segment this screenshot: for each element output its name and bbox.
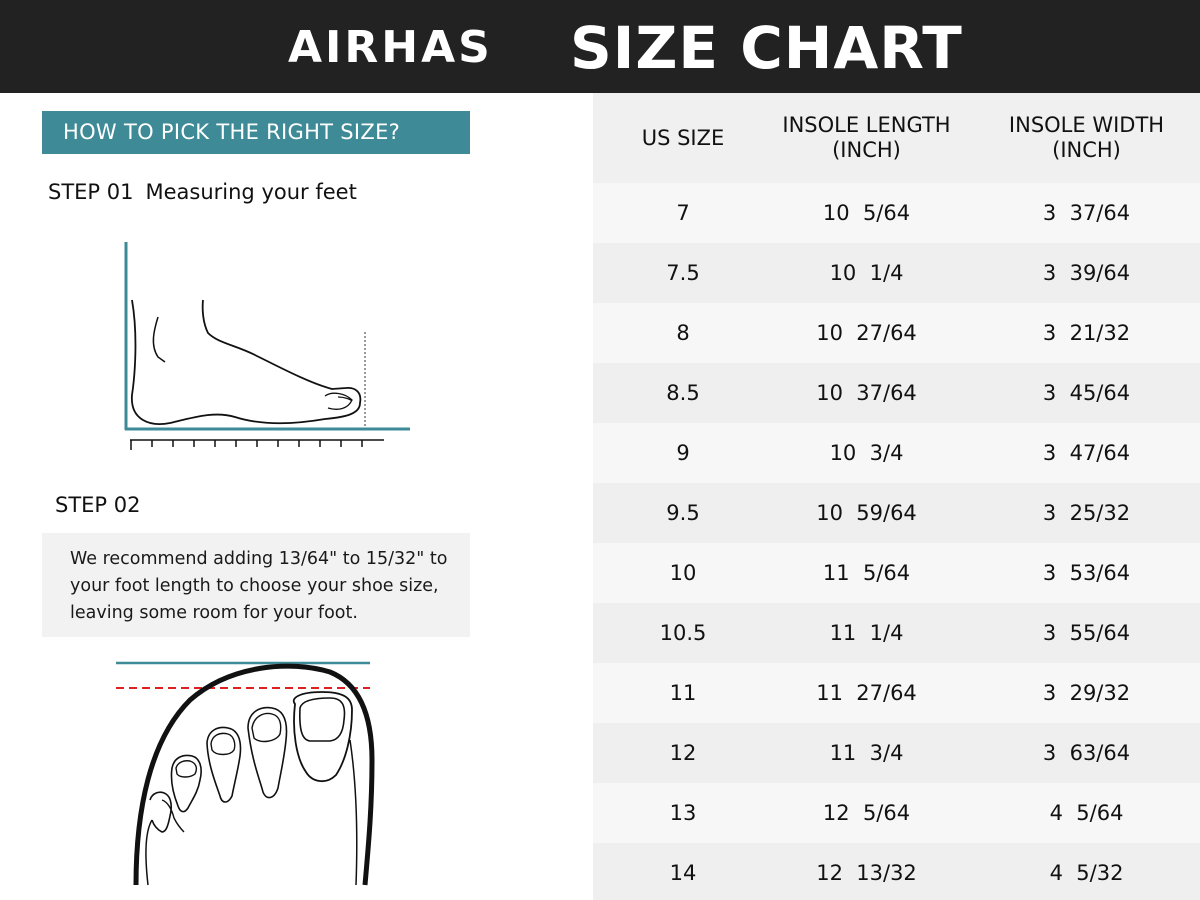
recommendation-note: We recommend adding 13/64" to 15/32" to … bbox=[42, 533, 470, 637]
table-row: 14 12 13/32 4 5/32 bbox=[593, 843, 1200, 900]
cell-insole-width: 4 5/64 bbox=[1049, 801, 1124, 825]
cell-insole-width: 3 45/64 bbox=[1042, 381, 1131, 405]
step1-number: STEP 01 bbox=[48, 180, 134, 204]
cell-us-size: 8 bbox=[676, 321, 690, 345]
cell-insole-width: 3 47/64 bbox=[1042, 441, 1131, 465]
table-row: 10 11 5/64 3 53/64 bbox=[593, 543, 1200, 603]
table-row: 13 12 5/64 4 5/64 bbox=[593, 783, 1200, 843]
size-table: US SIZE INSOLE LENGTH (INCH) INSOLE WIDT… bbox=[593, 93, 1200, 900]
cell-insole-length: 10 1/4 bbox=[829, 261, 904, 285]
cell-us-size: 7 bbox=[676, 201, 690, 225]
cell-us-size: 10 bbox=[669, 561, 697, 585]
cell-insole-length: 11 1/4 bbox=[829, 621, 904, 645]
cell-insole-length: 12 5/64 bbox=[822, 801, 911, 825]
table-header: US SIZE INSOLE LENGTH (INCH) INSOLE WIDT… bbox=[593, 93, 1200, 183]
header-us-size: US SIZE bbox=[641, 125, 725, 150]
table-row: 9 10 3/4 3 47/64 bbox=[593, 423, 1200, 483]
table-row: 10.5 11 1/4 3 55/64 bbox=[593, 603, 1200, 663]
header-bar: AIRHAS SIZE CHART bbox=[0, 0, 1200, 93]
cell-us-size: 14 bbox=[669, 861, 697, 885]
cell-insole-width: 4 5/32 bbox=[1049, 861, 1124, 885]
cell-insole-length: 11 5/64 bbox=[822, 561, 911, 585]
step1-heading: STEP 01 Measuring your feet bbox=[48, 180, 357, 204]
step2-heading: STEP 02 bbox=[55, 493, 141, 517]
table-row: 11 11 27/64 3 29/32 bbox=[593, 663, 1200, 723]
step1-text: Measuring your feet bbox=[145, 180, 357, 204]
cell-insole-width: 3 29/32 bbox=[1042, 681, 1131, 705]
table-row: 9.5 10 59/64 3 25/32 bbox=[593, 483, 1200, 543]
howto-banner: HOW TO PICK THE RIGHT SIZE? bbox=[42, 111, 470, 154]
cell-us-size: 9.5 bbox=[666, 501, 700, 525]
cell-insole-width: 3 37/64 bbox=[1042, 201, 1131, 225]
cell-us-size: 7.5 bbox=[666, 261, 700, 285]
cell-us-size: 9 bbox=[676, 441, 690, 465]
header-insole-width: INSOLE WIDTH (INCH) bbox=[1008, 113, 1165, 162]
foot-toes-top-icon bbox=[116, 661, 375, 886]
table-row: 8.5 10 37/64 3 45/64 bbox=[593, 363, 1200, 423]
cell-us-size: 11 bbox=[669, 681, 697, 705]
table-row: 7.5 10 1/4 3 39/64 bbox=[593, 243, 1200, 303]
table-row: 8 10 27/64 3 21/32 bbox=[593, 303, 1200, 363]
cell-insole-length: 12 13/32 bbox=[816, 861, 917, 885]
header-insole-length: INSOLE LENGTH (INCH) bbox=[782, 113, 951, 162]
foot-side-measure-icon bbox=[124, 242, 410, 450]
cell-insole-width: 3 21/32 bbox=[1042, 321, 1131, 345]
cell-insole-length: 11 27/64 bbox=[816, 681, 917, 705]
cell-insole-width: 3 39/64 bbox=[1042, 261, 1131, 285]
table-row: 7 10 5/64 3 37/64 bbox=[593, 183, 1200, 243]
cell-insole-width: 3 25/32 bbox=[1042, 501, 1131, 525]
cell-us-size: 12 bbox=[669, 741, 697, 765]
cell-us-size: 10.5 bbox=[659, 621, 707, 645]
table-row: 12 11 3/4 3 63/64 bbox=[593, 723, 1200, 783]
cell-insole-length: 10 3/4 bbox=[829, 441, 904, 465]
cell-insole-length: 11 3/4 bbox=[829, 741, 904, 765]
cell-insole-length: 10 37/64 bbox=[816, 381, 917, 405]
cell-insole-width: 3 53/64 bbox=[1042, 561, 1131, 585]
cell-insole-width: 3 63/64 bbox=[1042, 741, 1131, 765]
cell-us-size: 8.5 bbox=[666, 381, 700, 405]
brand-logo: AIRHAS bbox=[288, 22, 493, 73]
cell-insole-length: 10 5/64 bbox=[822, 201, 911, 225]
cell-insole-length: 10 59/64 bbox=[816, 501, 917, 525]
cell-insole-width: 3 55/64 bbox=[1042, 621, 1131, 645]
cell-us-size: 13 bbox=[669, 801, 697, 825]
page-title: SIZE CHART bbox=[570, 14, 963, 82]
cell-insole-length: 10 27/64 bbox=[816, 321, 917, 345]
